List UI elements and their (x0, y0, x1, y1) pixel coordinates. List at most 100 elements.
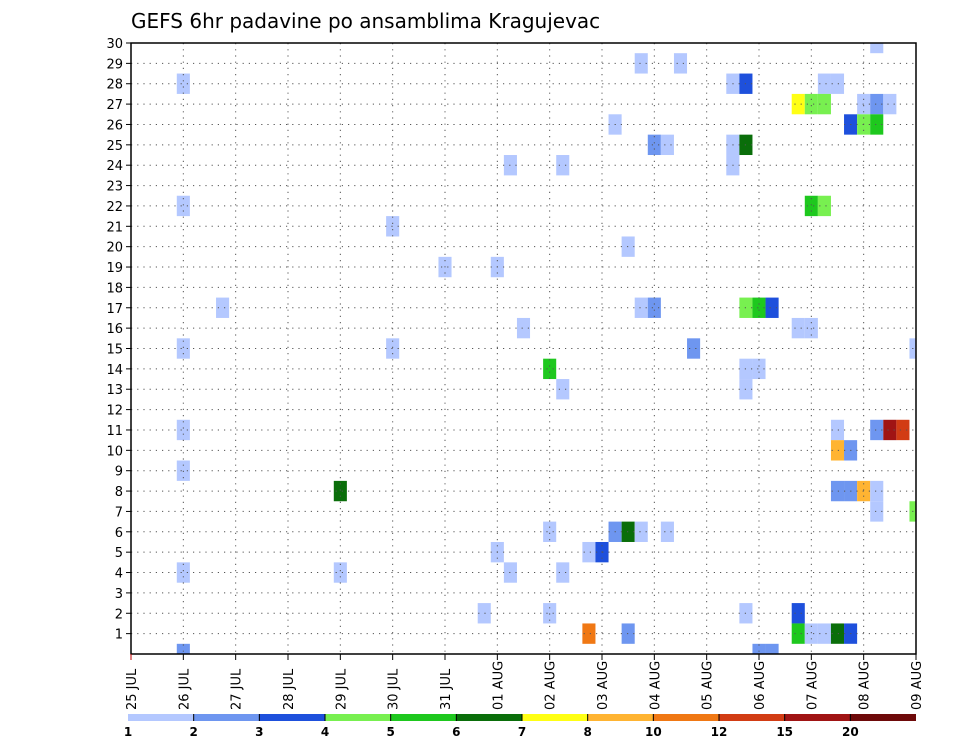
y-tick-label: 13 (106, 383, 123, 398)
precip-cell (791, 317, 805, 339)
x-tick-label: 28 JUL (282, 668, 297, 710)
color-legend: 1 2 3 4 5 6 7 8 10 12 15 20 (124, 714, 916, 739)
y-tick-label: 1 (115, 628, 123, 643)
x-tick-label: 30 JUL (387, 668, 402, 710)
precip-cell (883, 93, 897, 115)
precip-cell (216, 297, 230, 318)
y-tick-label: 15 (106, 343, 123, 358)
precip-cell (687, 338, 701, 359)
precip-cell (660, 134, 674, 156)
precip-cell (634, 297, 648, 318)
x-tick-label: 07 AUG (805, 661, 820, 710)
precip-cell (176, 195, 190, 217)
legend-label: 6 (452, 725, 460, 739)
legend-label: 4 (321, 725, 329, 739)
precip-cell (752, 358, 766, 380)
precip-cell (503, 562, 517, 583)
y-tick-label: 4 (115, 567, 123, 582)
precip-cell (176, 419, 190, 441)
precip-cell (791, 603, 805, 624)
legend-label: 2 (189, 725, 197, 739)
x-tick-label: 25 JUL (125, 668, 140, 710)
legend-label: 8 (583, 725, 591, 739)
y-tick-label: 19 (106, 261, 123, 276)
precip-cell (386, 338, 400, 359)
y-tick-label: 24 (106, 159, 123, 174)
precip-cell (752, 297, 766, 318)
precip-cell (804, 195, 818, 217)
x-tick-label: 31 JUL (439, 668, 454, 710)
y-tick-label: 12 (106, 404, 123, 419)
precip-cell (804, 623, 818, 644)
precip-cell (765, 297, 779, 318)
x-tick-label: 09 AUG (910, 661, 925, 710)
precip-cell (830, 440, 845, 461)
chart-title: GEFS 6hr padavine po ansamblima Kragujev… (131, 9, 600, 33)
precip-cell (176, 643, 190, 654)
y-tick-label: 20 (106, 241, 123, 256)
precip-cell (817, 73, 831, 94)
precip-cell (556, 562, 570, 583)
precip-cell (477, 603, 491, 624)
precip-cell (896, 419, 910, 441)
precip-cell (582, 623, 596, 644)
precip-cell (804, 93, 818, 115)
x-tick-label: 01 AUG (491, 661, 506, 710)
precip-cell (870, 93, 884, 115)
precip-cell (176, 338, 190, 359)
legend-swatch (719, 714, 785, 721)
precip-cell (673, 53, 688, 74)
legend-label: 3 (255, 725, 263, 739)
legend-swatch (522, 714, 588, 721)
precip-cell (883, 419, 897, 441)
legend-swatch (850, 714, 916, 721)
x-axis: 25 JUL 26 JUL 27 JUL 28 JUL 29 JUL 30 JUL 31 J… (125, 654, 925, 710)
y-tick-label: 14 (106, 363, 123, 378)
cells-layer (176, 43, 916, 654)
x-tick-label: 29 JUL (334, 668, 349, 710)
y-tick-label: 30 (106, 37, 123, 52)
precip-cell (333, 562, 347, 583)
y-tick-label: 25 (106, 139, 123, 154)
precip-cell (176, 460, 190, 481)
x-tick-label: 27 JUL (230, 668, 245, 710)
y-tick-label: 17 (106, 302, 123, 317)
x-tick-label: 06 AUG (753, 661, 768, 710)
precip-cell (870, 43, 884, 54)
precip-cell (634, 521, 648, 542)
legend-label: 7 (518, 725, 526, 739)
precip-cell (870, 501, 884, 522)
y-tick-label: 5 (115, 546, 123, 561)
grid-layer (131, 43, 916, 654)
y-axis: 1234567891011121314151617181920212223242… (106, 37, 131, 643)
precip-cell (791, 623, 805, 644)
precip-cell (752, 643, 766, 654)
y-tick-label: 23 (106, 180, 123, 195)
precip-cell (817, 623, 831, 644)
legend-swatch (456, 714, 522, 721)
y-tick-label: 9 (115, 465, 123, 480)
y-tick-label: 27 (106, 98, 123, 113)
x-tick-label: 26 JUL (177, 668, 192, 710)
y-tick-label: 28 (106, 78, 123, 93)
plot-frame (130, 42, 917, 655)
y-tick-label: 26 (106, 118, 123, 133)
precip-cell (830, 73, 845, 94)
legend-swatch (784, 714, 851, 721)
precip-cell (386, 216, 400, 237)
precip-cell (830, 480, 845, 502)
precip-cell (176, 73, 190, 94)
precip-cell (870, 419, 884, 441)
precip-cell (817, 93, 831, 115)
y-tick-label: 22 (106, 200, 123, 215)
precip-cell (830, 623, 845, 644)
y-tick-label: 7 (115, 505, 123, 520)
legend-label: 12 (711, 725, 728, 739)
precip-cell (765, 643, 779, 654)
precip-cell (582, 541, 596, 563)
y-tick-label: 18 (106, 281, 123, 296)
precip-cell (543, 521, 557, 542)
precip-cell (543, 603, 557, 624)
y-tick-label: 11 (106, 424, 123, 439)
